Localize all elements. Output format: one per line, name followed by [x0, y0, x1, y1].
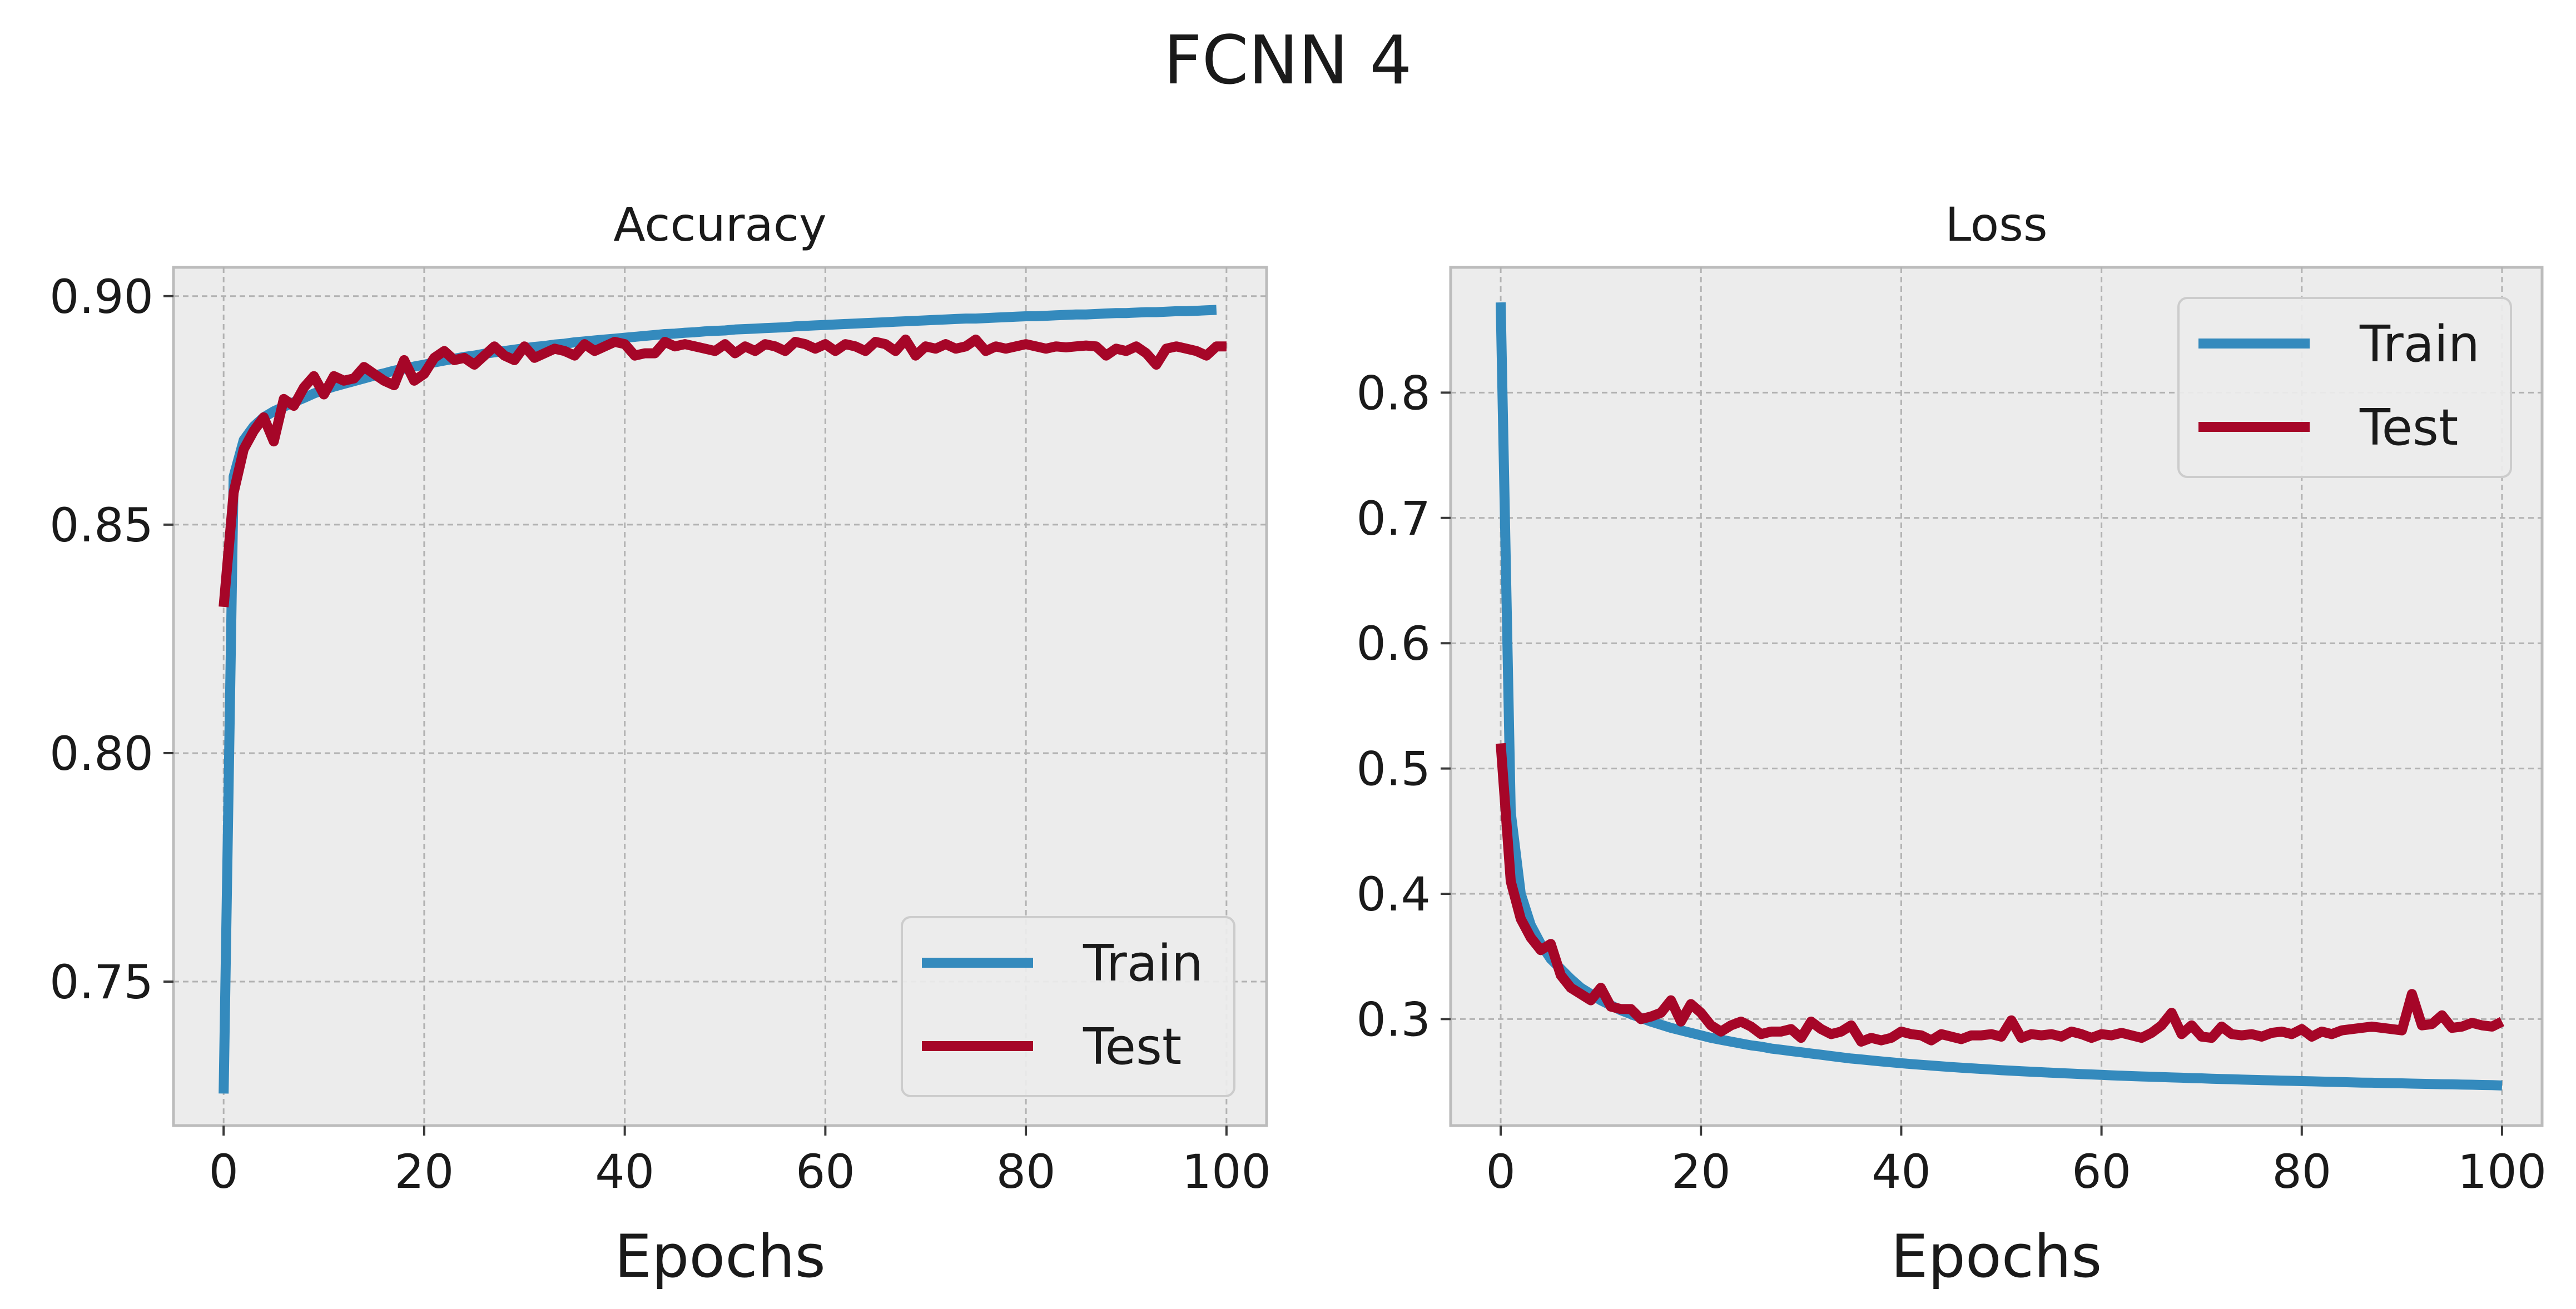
loss-y-tick-label: 0.4 — [1356, 867, 1431, 922]
accuracy-y-tick-label: 0.75 — [49, 955, 153, 1009]
accuracy-test-line — [219, 334, 1227, 608]
loss-legend-train-label: Train — [2359, 315, 2480, 374]
loss-x-tick-label: 60 — [2072, 1144, 2131, 1199]
accuracy-x-tick-label: 60 — [796, 1144, 855, 1199]
loss-y-tick-label: 0.3 — [1356, 992, 1431, 1047]
accuracy-legend: Train Test — [901, 916, 1235, 1097]
loss-legend-test-label: Test — [2359, 399, 2458, 457]
accuracy-panel: Accuracy 0 20 40 60 80 100 0.75 0.80 0.85 0.90 Epoc… — [49, 197, 1271, 1291]
loss-legend: Train Test — [2177, 297, 2512, 478]
accuracy-x-tick-label: 20 — [394, 1144, 454, 1199]
accuracy-legend-test-label: Test — [1083, 1018, 1182, 1076]
loss-y-tick-label: 0.5 — [1356, 742, 1431, 797]
accuracy-x-tick-label: 100 — [1182, 1144, 1271, 1199]
accuracy-x-tick-label: 40 — [595, 1144, 654, 1199]
accuracy-x-axis-label: Epochs — [614, 1222, 826, 1291]
loss-train-line — [1496, 302, 2503, 1091]
loss-title: Loss — [1945, 197, 2047, 252]
accuracy-x-tick-label: 0 — [209, 1144, 238, 1199]
loss-y-tick-label: 0.8 — [1356, 366, 1431, 420]
accuracy-title: Accuracy — [613, 197, 827, 252]
loss-test-line — [1496, 743, 2505, 1047]
loss-x-tick-label: 40 — [1872, 1144, 1931, 1199]
accuracy-y-tick-label: 0.80 — [49, 726, 153, 781]
loss-x-tick-label: 0 — [1486, 1144, 1515, 1199]
accuracy-x-tick-label: 80 — [996, 1144, 1056, 1199]
loss-x-tick-label: 20 — [1671, 1144, 1731, 1199]
loss-y-tick-label: 0.6 — [1356, 616, 1431, 671]
loss-panel: Loss 0 20 40 60 80 100 0.3 0.4 0.5 0.6 0.7 0.8 Epochs… — [1356, 197, 2547, 1291]
accuracy-y-tick-label: 0.85 — [49, 498, 153, 553]
loss-y-tick-label: 0.7 — [1356, 491, 1431, 546]
loss-x-tick-label: 80 — [2272, 1144, 2331, 1199]
loss-x-axis-label: Epochs — [1891, 1222, 2102, 1291]
accuracy-legend-train-label: Train — [1083, 934, 1203, 993]
accuracy-y-tick-label: 0.90 — [49, 270, 153, 324]
accuracy-train-line — [219, 305, 1217, 1094]
loss-x-tick-label: 100 — [2458, 1144, 2547, 1199]
figure-title: FCNN 4 — [1164, 22, 1412, 99]
